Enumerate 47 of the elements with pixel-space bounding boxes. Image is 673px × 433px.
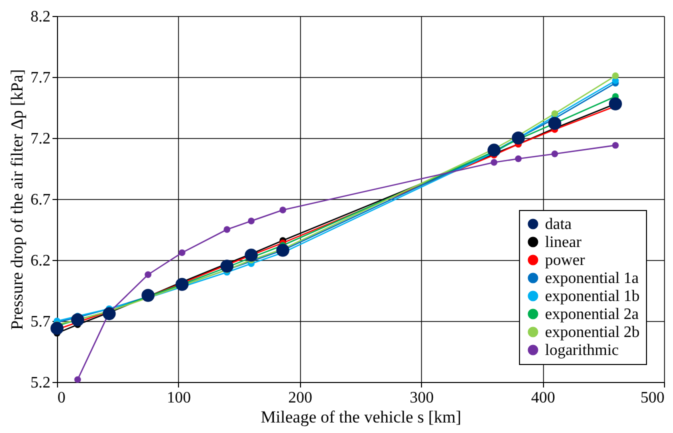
y-tick-label: 6.2 <box>30 252 50 270</box>
legend-label: exponential 2a <box>545 306 639 323</box>
x-tick-label: 0 <box>58 390 66 406</box>
legend-label: power <box>545 252 586 269</box>
point <box>144 271 152 278</box>
point <box>50 322 64 335</box>
point <box>224 226 230 233</box>
y-tick-label: 8.2 <box>30 8 50 26</box>
point <box>551 110 558 117</box>
point <box>548 116 562 130</box>
point <box>276 244 290 257</box>
point <box>71 313 84 326</box>
point <box>608 97 622 110</box>
legend-label: exponential 2b <box>545 324 640 341</box>
x-tick-label: 200 <box>288 390 312 406</box>
point <box>612 72 619 80</box>
y-axis-title: Pressure drop of the air filter Δp [kPa] <box>8 69 26 330</box>
point <box>220 260 234 273</box>
x-tick-label: 400 <box>531 390 556 406</box>
point <box>178 249 186 256</box>
y-tick-label: 5.2 <box>30 374 50 392</box>
point <box>244 248 258 262</box>
point <box>514 155 522 162</box>
point <box>176 278 189 291</box>
point <box>488 144 501 157</box>
legend-label: linear <box>545 234 582 251</box>
point <box>612 142 619 149</box>
x-axis-title: Mileage of the vehicle s [km] <box>260 408 462 426</box>
x-tick-label: 100 <box>166 390 191 406</box>
point <box>74 376 81 383</box>
point <box>490 159 498 166</box>
x-tick-label: 300 <box>410 390 434 406</box>
x-tick-label: 500 <box>640 390 664 406</box>
legend-label: data <box>545 216 572 233</box>
point <box>551 150 558 158</box>
legend-label: exponential 1b <box>545 288 640 305</box>
y-tick-label: 6.7 <box>30 192 50 208</box>
y-tick-label: 7.2 <box>30 130 50 148</box>
legend-label: exponential 1a <box>545 270 639 287</box>
point <box>512 131 525 145</box>
legend-label: logarithmic <box>545 342 619 359</box>
point <box>102 307 116 320</box>
point <box>142 288 155 302</box>
y-tick-label: 7.7 <box>30 70 50 86</box>
point <box>248 218 255 224</box>
y-tick-label: 5.7 <box>30 314 50 330</box>
point <box>279 206 286 214</box>
